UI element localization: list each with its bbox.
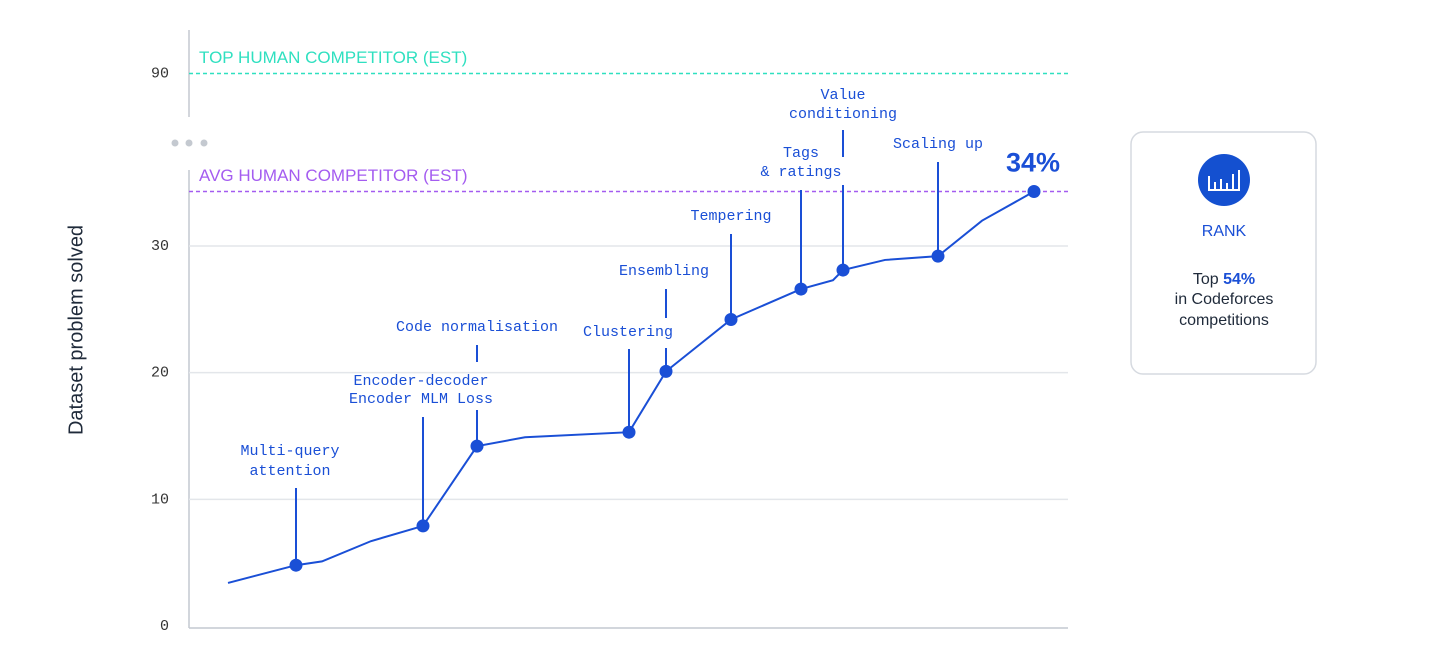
y-tick-label: 10 — [151, 491, 169, 508]
point-marker — [659, 364, 673, 378]
point-label: Ensembling — [619, 263, 709, 280]
card-line: Top 54% — [1193, 271, 1255, 288]
point-label: Tempering — [690, 208, 771, 225]
point-label: Tags — [783, 145, 819, 162]
point-label: Code normalisation — [396, 319, 558, 336]
point-marker — [289, 558, 303, 572]
reference-label: AVG HUMAN COMPETITOR (EST) — [199, 166, 468, 185]
point-marker — [470, 439, 484, 453]
point-label: Value — [820, 87, 865, 104]
point-marker — [931, 249, 945, 263]
card-highlight: 54% — [1223, 271, 1255, 288]
value-label: 34% — [1006, 148, 1060, 178]
point-marker — [724, 312, 738, 326]
point-marker — [622, 425, 636, 439]
card-title: RANK — [1202, 223, 1247, 240]
y-tick-label: 90 — [151, 65, 169, 82]
axis-break — [171, 139, 208, 147]
reference-label: TOP HUMAN COMPETITOR (EST) — [199, 48, 467, 67]
card-line: in Codeforces — [1175, 291, 1274, 308]
card-prefix: Top — [1193, 271, 1219, 288]
series-line — [227, 190, 1035, 584]
point-label: Encoder-decoder — [353, 373, 488, 390]
card-frame — [1130, 131, 1317, 375]
point-label: Scaling up — [893, 136, 983, 153]
card-line: competitions — [1179, 312, 1269, 329]
point-label: conditioning — [789, 106, 897, 123]
point-label: attention — [249, 463, 330, 480]
point-label: Encoder MLM Loss — [349, 391, 493, 408]
rank-icon-bars — [1208, 170, 1240, 191]
point-label: Multi-query — [240, 443, 339, 460]
point-label: & ratings — [760, 164, 841, 181]
rank-card: RANK Top 54% in Codeforces competitions — [1130, 131, 1317, 375]
point-marker — [1027, 185, 1041, 199]
y-axis-label: Dataset problem solved — [65, 225, 87, 435]
point-marker — [836, 263, 850, 277]
point-marker — [416, 519, 430, 533]
y-tick-label: 0 — [160, 618, 169, 635]
point-marker — [794, 282, 808, 296]
point-label: Clustering — [583, 324, 673, 341]
y-tick-label: 20 — [151, 365, 169, 382]
rank-icon — [1198, 154, 1250, 206]
y-tick-label: 30 — [151, 238, 169, 255]
